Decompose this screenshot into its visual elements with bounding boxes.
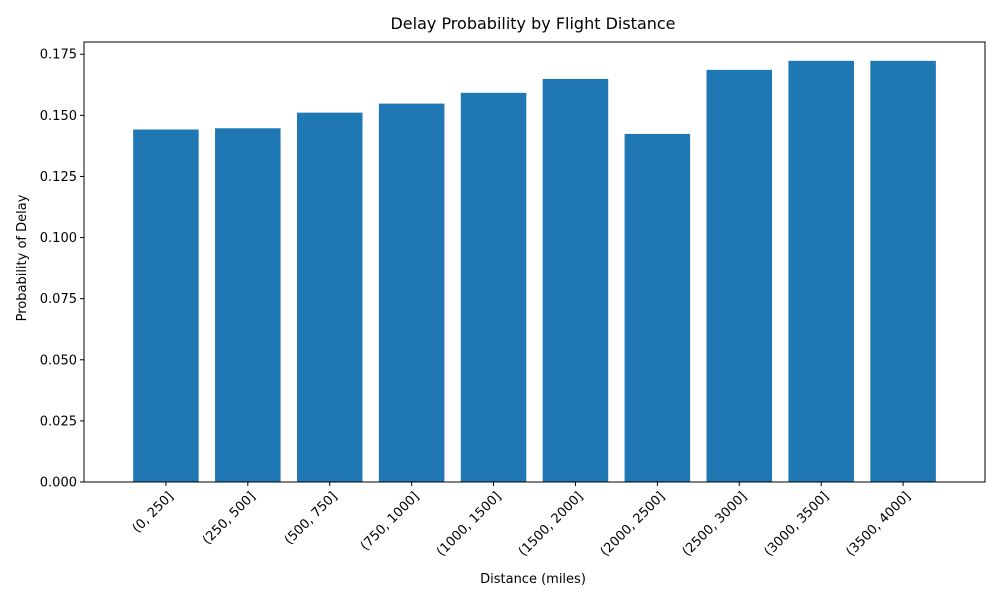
- chart-title: Delay Probability by Flight Distance: [390, 14, 675, 33]
- y-tick-label: 0.100: [40, 231, 77, 246]
- y-tick-label: 0.050: [40, 353, 77, 368]
- x-tick-label: (750, 1000]: [358, 489, 423, 554]
- bar-1: [215, 128, 281, 482]
- bar-5: [543, 79, 609, 482]
- bar-9: [870, 61, 936, 482]
- x-axis-ticks: (0, 250] (250, 500] (500, 750] (750, 1000](…: [130, 482, 914, 560]
- y-tick-label: 0.175: [40, 48, 77, 63]
- x-tick-label: (2000, 2500]: [598, 489, 668, 559]
- y-tick-label: 0.075: [40, 292, 77, 307]
- bar-3: [379, 104, 445, 482]
- x-tick-label: (250, 500]: [200, 489, 259, 548]
- bar-4: [461, 93, 527, 482]
- bar-2: [297, 113, 363, 482]
- y-tick-label: 0.000: [40, 476, 77, 491]
- bar-6: [625, 134, 691, 482]
- bar-8: [788, 61, 854, 482]
- y-axis-ticks: 0.000 0.025 0.050 0.075 0.100 0.125 0.150 0.175: [40, 48, 84, 491]
- x-tick-label: (500, 750]: [282, 489, 341, 548]
- x-tick-label: (1500, 2000]: [516, 489, 586, 559]
- bar-7: [707, 70, 773, 482]
- x-tick-label: (1000, 1500]: [434, 489, 504, 559]
- y-tick-label: 0.125: [40, 170, 77, 185]
- x-tick-label: (3000, 3500]: [762, 489, 832, 559]
- y-axis-label: Probability of Delay: [15, 194, 30, 321]
- x-axis-label: Distance (miles): [480, 572, 586, 587]
- bar-0: [133, 130, 199, 482]
- y-tick-label: 0.025: [40, 414, 77, 429]
- x-tick-label: (0, 250]: [130, 489, 177, 536]
- x-tick-label: (2500, 3000]: [680, 489, 750, 559]
- x-tick-label: (3500, 4000]: [844, 489, 914, 559]
- y-tick-label: 0.150: [40, 109, 77, 124]
- bars-group: [133, 61, 936, 482]
